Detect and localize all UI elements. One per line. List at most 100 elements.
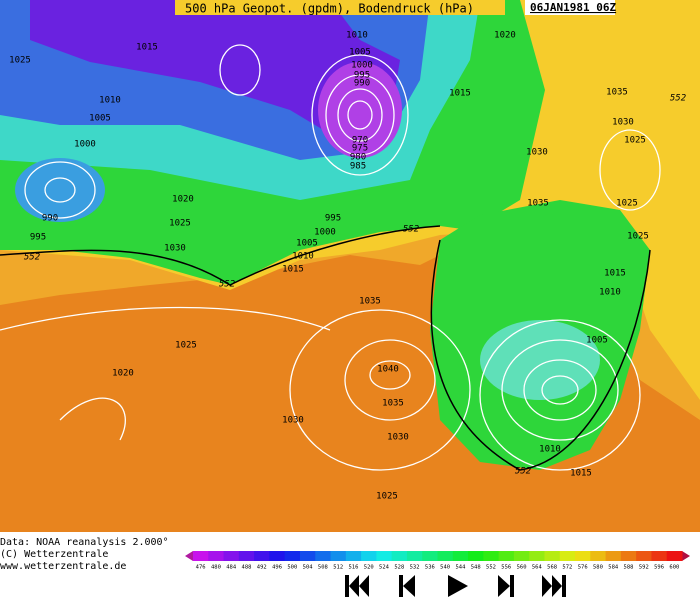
field-violet — [318, 62, 402, 158]
isobar-label: 1035 — [527, 199, 549, 209]
colorbar-cell — [651, 551, 668, 561]
colorbar-end-right — [682, 551, 690, 561]
title-bg — [175, 0, 505, 15]
colorbar-cell — [513, 551, 530, 561]
isobar-label: 975 — [352, 144, 368, 154]
colorbar-cell — [254, 551, 270, 561]
colorbar-label: 492 — [257, 565, 267, 571]
colorbar-label: 572 — [562, 565, 572, 571]
geopotential-label: 552 — [670, 94, 686, 104]
isobar-label: 1035 — [606, 88, 628, 98]
date: 06JAN1981 06Z — [530, 1, 616, 14]
colorbar-cell — [361, 551, 377, 561]
isobar-label: 1030 — [282, 416, 304, 426]
isobar-label: 970 — [352, 136, 368, 146]
colorbar-cell — [452, 551, 469, 561]
isobar-label: 1035 — [382, 399, 404, 409]
colorbar-cell — [483, 551, 500, 561]
colorbar-cell — [269, 551, 286, 561]
colorbar-label: 544 — [455, 565, 466, 571]
colorbar-label: 524 — [379, 565, 390, 571]
colorbar-cell — [238, 551, 255, 561]
colorbar-cell — [575, 551, 591, 561]
colorbar-label: 568 — [547, 565, 557, 571]
isobar-label: 980 — [350, 153, 366, 163]
isobar-label: 1010 — [346, 31, 368, 41]
geopotential-label: 552 — [24, 253, 40, 263]
colorbar-cell — [376, 551, 393, 561]
colorbar-label: 488 — [242, 565, 252, 571]
colorbar-label: 540 — [440, 565, 450, 571]
isobar-label: 1005 — [349, 48, 371, 58]
isobar-label: 1030 — [387, 433, 409, 443]
isobar-label: 995 — [354, 71, 370, 81]
isobar-label: 1040 — [377, 365, 399, 375]
isobar-label: 1030 — [612, 118, 634, 128]
colorbar-label: 564 — [532, 565, 543, 571]
title: 500 hPa Geopot. (gpdm), Bodendruck (hPa) — [185, 2, 474, 16]
isobar-label: 1000 — [351, 61, 373, 71]
colorbar-cell — [590, 551, 607, 561]
field-cyan-east — [480, 320, 600, 400]
colorbar-cell — [468, 551, 484, 561]
colorbar-label: 476 — [196, 565, 206, 571]
colorbar-label: 580 — [593, 565, 603, 571]
last-button[interactable] — [542, 575, 566, 597]
colorbar-label: 504 — [303, 565, 314, 571]
geopotential-label: 552 — [515, 467, 531, 477]
isobar-label: 1000 — [314, 228, 336, 238]
date-bg — [525, 0, 615, 15]
prev-button[interactable] — [399, 575, 415, 597]
colorbar-label: 508 — [318, 565, 328, 571]
isobar-label: 985 — [350, 162, 366, 172]
colorbar-cell — [299, 551, 316, 561]
colorbar-cell — [330, 551, 347, 561]
isobar-label: 1035 — [359, 297, 381, 307]
isobar-label: 1010 — [599, 288, 621, 298]
field-purple — [30, 0, 400, 140]
isobar-label: 1010 — [539, 445, 561, 455]
isobar-label: 1000 — [74, 140, 96, 150]
colorbar-label: 560 — [517, 565, 527, 571]
isobar-label: 1010 — [292, 252, 314, 262]
colorbar-label: 532 — [410, 565, 420, 571]
colorbar-label: 548 — [471, 565, 481, 571]
isobar-label: 1025 — [9, 56, 31, 66]
colorbar-cell — [422, 551, 438, 561]
isobar-label: 1015 — [604, 269, 626, 279]
colorbar-cell — [544, 551, 561, 561]
isobar-label: 995 — [30, 233, 46, 243]
colorbar-label: 552 — [486, 565, 496, 571]
colorbar-label: 556 — [501, 565, 511, 571]
isobar-label: 1020 — [112, 369, 134, 379]
colorbar-label: 496 — [272, 565, 282, 571]
credit-line: Data: NOAA reanalysis 2.000° — [0, 537, 169, 548]
colorbar-label: 528 — [394, 565, 404, 571]
isobar-label: 990 — [42, 214, 58, 224]
colorbar-label: 484 — [226, 565, 237, 571]
colorbar-cell — [406, 551, 423, 561]
colorbar-label: 584 — [608, 565, 619, 571]
navigation — [345, 575, 566, 597]
next-button[interactable] — [498, 575, 514, 597]
colorbar-cell — [636, 551, 652, 561]
colorbar-cell — [529, 551, 545, 561]
colorbar-cell — [437, 551, 454, 561]
colorbar-cell — [666, 551, 683, 561]
isobar-label: 1015 — [136, 43, 158, 53]
colorbar-cell — [315, 551, 332, 561]
colorbar-cell — [620, 551, 637, 561]
isobar-label: 1015 — [282, 265, 304, 275]
colorbar-label: 512 — [333, 565, 343, 571]
colorbar-label: 600 — [669, 565, 679, 571]
play-button[interactable] — [448, 575, 468, 597]
credit-line: (C) Wetterzentrale — [0, 549, 108, 560]
colorbar-label: 500 — [287, 565, 297, 571]
isobar-label: 1030 — [164, 244, 186, 254]
first-button[interactable] — [345, 575, 369, 597]
colorbar-label: 516 — [348, 565, 358, 571]
colorbar-cell — [605, 551, 622, 561]
colorbar-cell — [391, 551, 408, 561]
isobars — [0, 44, 661, 471]
